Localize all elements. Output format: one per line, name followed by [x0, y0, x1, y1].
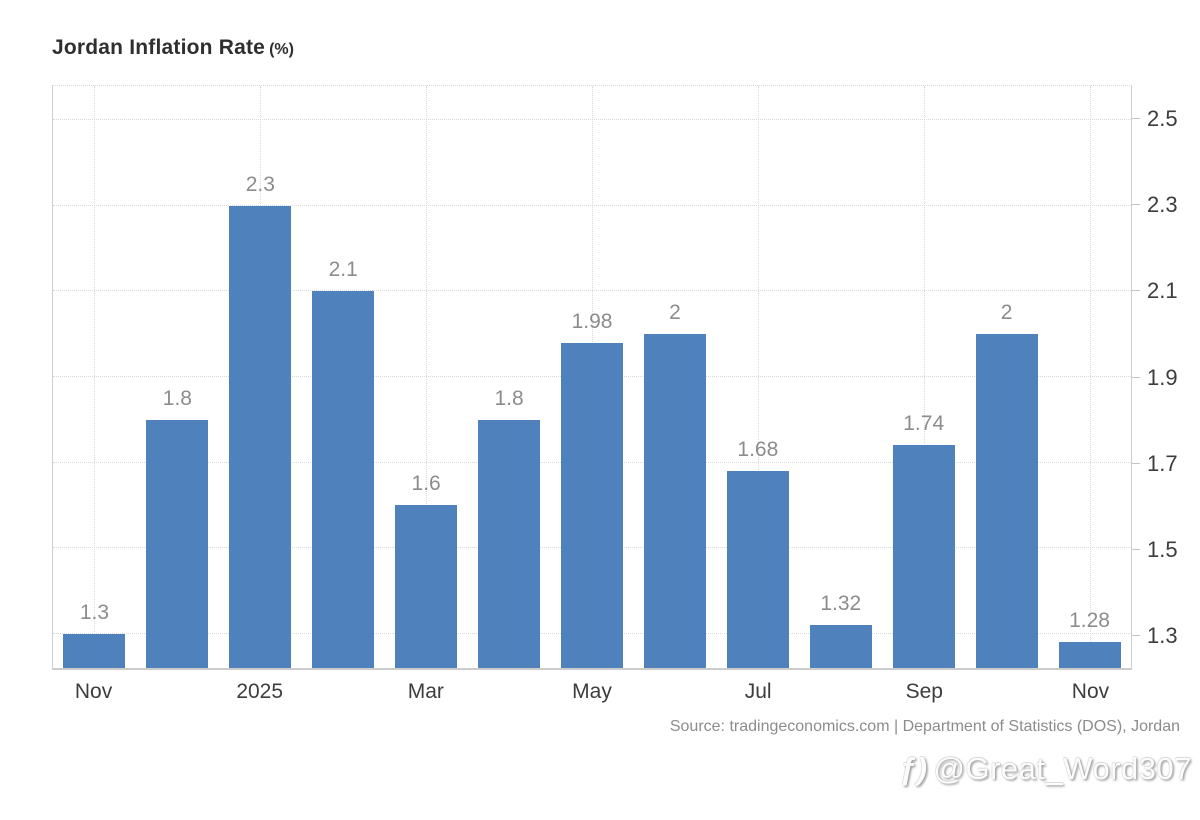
x-axis-label: Jul: [744, 680, 772, 703]
y-axis-tick-mark: [1132, 118, 1140, 120]
y-axis-label: 2.5: [1147, 106, 1178, 132]
x-axis-label: Mar: [407, 680, 444, 703]
bar[interactable]: [975, 334, 1038, 668]
watermark: ƒ) @Great_Word307: [899, 751, 1192, 787]
bar[interactable]: [809, 625, 872, 668]
bar-value-label: 1.98: [571, 309, 613, 333]
bar-value-label: 1.74: [903, 412, 945, 436]
bar[interactable]: [395, 505, 458, 668]
gridline-vertical: [426, 86, 428, 668]
x-axis-label: Nov: [74, 680, 113, 703]
bar[interactable]: [561, 342, 623, 668]
y-axis-tick-mark: [1132, 290, 1140, 292]
bar-value-label: 2.1: [328, 258, 358, 282]
bar-value-label: 1.3: [79, 600, 110, 624]
source-attribution: Source: tradingeconomics.com | Departmen…: [669, 718, 1180, 735]
chart-title-unit: (%): [269, 41, 294, 58]
bar[interactable]: [1058, 642, 1121, 668]
y-axis-tick-mark: [1132, 548, 1140, 550]
bar-value-label: 1.28: [1069, 609, 1110, 633]
bar-value-label: 2: [669, 301, 681, 325]
y-axis: 1.3 1.5 1.7 1.9 2.1 2.3 2.5: [1132, 85, 1200, 670]
bar-value-label: 2.3: [245, 172, 275, 196]
x-axis-label: 2025: [236, 680, 284, 703]
y-axis-tick-mark: [1132, 462, 1140, 464]
bar-value-label: 1.8: [162, 386, 192, 410]
bar[interactable]: [312, 291, 375, 668]
gridline-vertical: [923, 86, 925, 668]
bar-value-label: 1.8: [494, 386, 524, 410]
y-axis-label: 2.3: [1147, 192, 1178, 218]
chart-title: Jordan Inflation Rate (%): [52, 36, 294, 60]
bar[interactable]: [726, 471, 789, 668]
watermark-logo-icon: ƒ): [898, 751, 928, 786]
bar[interactable]: [478, 419, 541, 668]
x-axis: Nov 2025 Mar May Jul Sep Nov: [52, 671, 1132, 713]
x-axis-label: Sep: [905, 680, 943, 703]
bar[interactable]: [146, 419, 209, 668]
gridline-vertical: [1089, 86, 1091, 668]
y-axis-label: 1.5: [1147, 536, 1178, 562]
bar[interactable]: [643, 334, 706, 668]
y-axis-tick-mark: [1132, 204, 1140, 206]
y-axis-tick-mark: [1132, 634, 1140, 636]
bar[interactable]: [229, 205, 292, 668]
x-axis-label: Nov: [1071, 680, 1110, 703]
x-axis-label: May: [572, 680, 612, 703]
bar-value-label: 2: [1000, 301, 1013, 325]
y-axis-label: 1.7: [1147, 450, 1178, 476]
y-axis-tick-mark: [1132, 376, 1140, 378]
y-axis-label: 2.1: [1147, 278, 1178, 304]
bar-value-label: 1.6: [411, 472, 441, 496]
gridline-vertical: [757, 86, 759, 668]
bar[interactable]: [63, 633, 126, 668]
chart-title-text: Jordan Inflation Rate: [52, 36, 266, 59]
plot-area: 1.3 1.8 2.3 2.1 1.6 1.8 1.98 2 1.68 1.32 1.74 2 1.28: [52, 85, 1132, 670]
y-axis-label: 1.9: [1147, 364, 1178, 390]
gridline-vertical: [94, 86, 96, 668]
watermark-handle: @Great_Word307: [933, 751, 1192, 786]
bar-value-label: 1.32: [820, 592, 862, 616]
bar[interactable]: [892, 445, 955, 668]
bar-value-label: 1.68: [737, 438, 779, 462]
y-axis-label: 1.3: [1147, 622, 1178, 648]
